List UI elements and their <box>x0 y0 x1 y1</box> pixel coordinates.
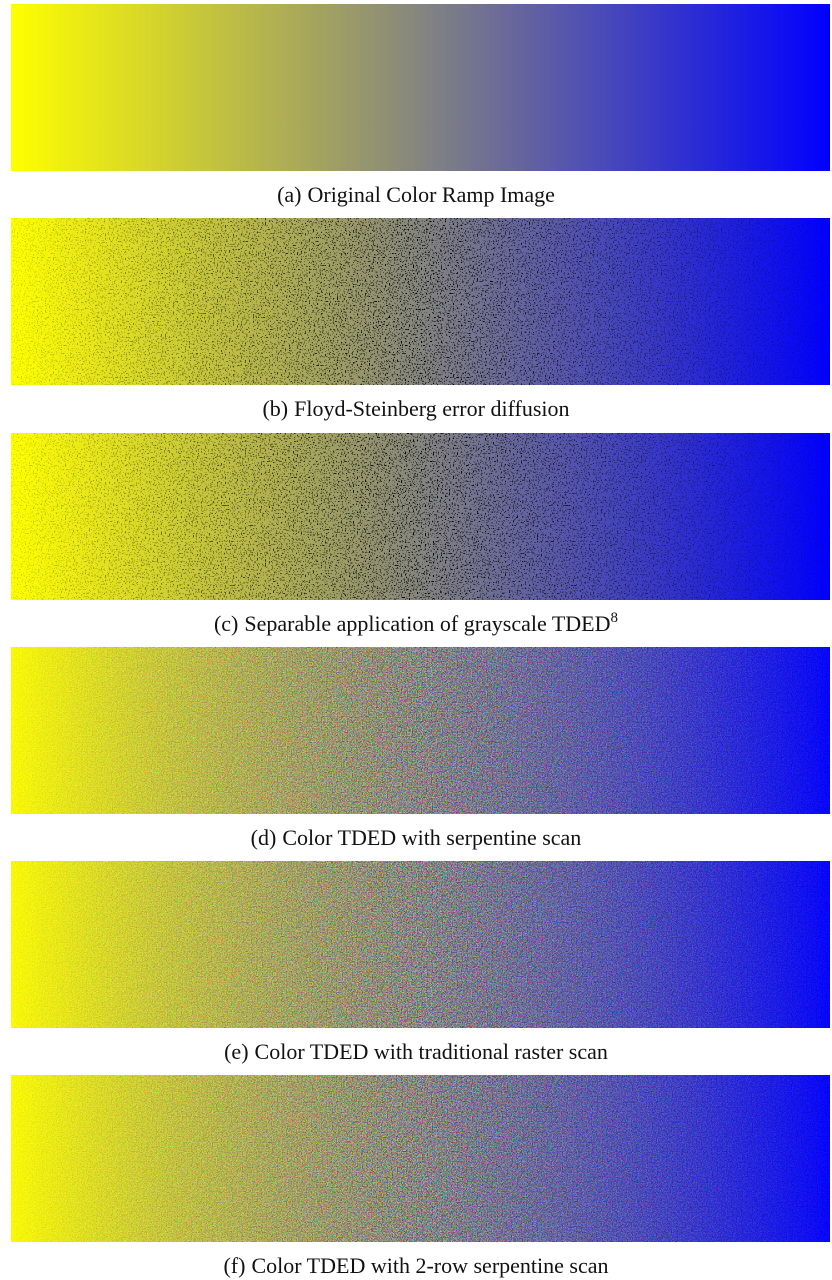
caption-text: Floyd-Steinberg error diffusion <box>294 396 569 421</box>
panel: (c)Separable application of grayscale TD… <box>11 433 830 636</box>
caption-label: (f) <box>223 1253 245 1278</box>
caption: (d)Color TDED with serpentine scan <box>251 825 582 850</box>
dither-noise <box>11 861 830 1028</box>
panel: (b)Floyd-Steinberg error diffusion <box>11 218 830 421</box>
caption-label: (c) <box>214 611 238 636</box>
caption-label: (a) <box>277 182 301 207</box>
caption-label: (d) <box>251 825 277 850</box>
caption-text: Color TDED with serpentine scan <box>282 825 581 850</box>
caption: (c)Separable application of grayscale TD… <box>214 610 618 636</box>
dither-noise <box>11 1075 830 1242</box>
caption: (b)Floyd-Steinberg error diffusion <box>262 396 569 421</box>
citation: 8 <box>611 610 619 626</box>
ramp-image <box>11 4 830 171</box>
panel: (f) Color TDED with 2-row serpentine scan <box>11 1075 830 1278</box>
figure: (a)Original Color Ramp Image (b)Floyd-Ste… <box>0 0 832 1280</box>
caption: (a)Original Color Ramp Image <box>277 182 555 207</box>
caption-text: Color TDED with 2-row serpentine scan <box>251 1253 608 1278</box>
caption-text: Separable application of grayscale TDED <box>244 611 610 636</box>
panel: (a)Original Color Ramp Image <box>11 4 830 207</box>
caption: (e) Color TDED with traditional raster sc… <box>224 1039 608 1064</box>
caption-text: Color TDED with traditional raster scan <box>255 1039 608 1064</box>
panel: (e) Color TDED with traditional raster sc… <box>11 861 830 1064</box>
dither-noise <box>11 647 830 814</box>
caption-text: Original Color Ramp Image <box>307 182 554 207</box>
dither-noise <box>11 433 830 600</box>
dither-noise <box>11 218 830 385</box>
caption-label: (e) <box>224 1039 248 1064</box>
caption-label: (b) <box>262 396 288 421</box>
panel: (d)Color TDED with serpentine scan <box>11 647 830 850</box>
caption: (f) Color TDED with 2-row serpentine scan <box>223 1253 608 1278</box>
